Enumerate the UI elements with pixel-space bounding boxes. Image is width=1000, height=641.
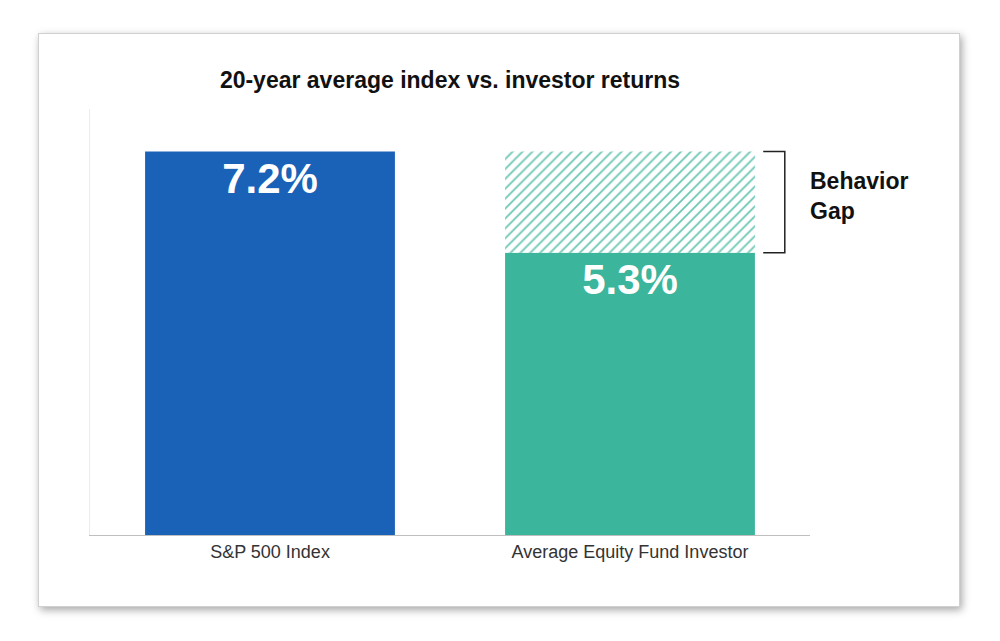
svg-text:BehaviorGap: BehaviorGap bbox=[810, 168, 908, 224]
svg-text:20-year average index vs. inve: 20-year average index vs. investor retur… bbox=[220, 67, 680, 93]
svg-text:5.3%: 5.3% bbox=[582, 256, 678, 303]
svg-text:S&P 500 Index: S&P 500 Index bbox=[210, 542, 330, 562]
svg-text:Average Equity Fund Investor: Average Equity Fund Investor bbox=[512, 542, 749, 562]
svg-text:7.2%: 7.2% bbox=[222, 155, 318, 202]
